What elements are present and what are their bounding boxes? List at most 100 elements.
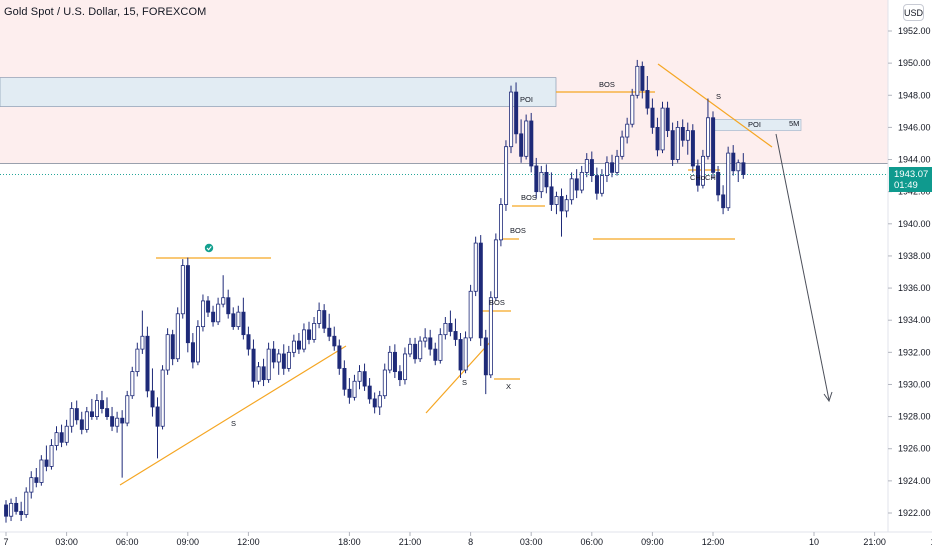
candle	[387, 345, 392, 374]
trendline-2	[425, 339, 493, 414]
candle	[589, 151, 594, 183]
candle-body	[95, 400, 100, 417]
candle-body	[175, 313, 180, 360]
candle	[443, 316, 448, 340]
candle-body	[670, 130, 675, 160]
candle	[74, 400, 79, 425]
bos-label-1: BOS	[599, 80, 615, 89]
candle-body	[726, 152, 731, 209]
candle-body	[367, 385, 372, 400]
candle	[211, 305, 216, 327]
candle-body	[211, 311, 216, 323]
currency-button[interactable]: USD	[903, 4, 924, 21]
chart-title: Gold Spot / U.S. Dollar, 15, FOREXCOM	[4, 6, 207, 18]
candle	[493, 233, 498, 301]
candle-body	[387, 351, 392, 371]
candle	[155, 397, 160, 459]
x-tick-label: 03:00	[55, 537, 78, 547]
candle-body	[372, 398, 377, 408]
candle	[337, 339, 342, 375]
candle	[569, 172, 574, 205]
candle	[190, 333, 195, 369]
y-tick-label: 1922.00	[898, 508, 931, 518]
candle-body	[286, 351, 291, 369]
candle-body	[145, 335, 150, 392]
candle	[655, 117, 660, 157]
candle	[322, 304, 327, 334]
candle	[579, 165, 584, 194]
candle-body	[438, 334, 443, 361]
candle	[635, 59, 640, 99]
candle-body	[685, 130, 690, 141]
y-tick-label: 1930.00	[898, 379, 931, 389]
candle-body	[120, 417, 125, 424]
candle	[246, 326, 251, 356]
candle-body	[428, 337, 433, 350]
candle-body	[322, 310, 327, 329]
candle-body	[74, 408, 79, 421]
candle-body	[433, 348, 438, 361]
candle-body	[569, 178, 574, 201]
candle	[382, 363, 387, 399]
candle-body	[337, 345, 342, 369]
candle-body	[256, 366, 261, 382]
candle	[251, 339, 256, 388]
candle-body	[665, 107, 670, 132]
candle	[392, 344, 397, 379]
last-price: 1943.07	[894, 169, 929, 180]
candle	[34, 468, 39, 488]
candle	[428, 329, 433, 356]
candle	[135, 342, 140, 377]
candle	[468, 284, 473, 342]
x-tick-label: 12:00	[702, 537, 725, 547]
candle	[362, 363, 367, 391]
y-tick-label: 1924.00	[898, 476, 931, 486]
candle-body	[327, 327, 332, 337]
candle-body	[39, 459, 44, 483]
descending-trendline	[657, 63, 773, 148]
y-tick-label: 1936.00	[898, 283, 931, 293]
candle-body	[190, 342, 195, 363]
candle-body	[721, 194, 726, 209]
candle	[504, 140, 509, 211]
candle	[100, 390, 105, 414]
candle-body	[195, 326, 200, 363]
candle-body	[49, 445, 54, 467]
candle-body	[504, 146, 509, 205]
candle-body	[332, 335, 337, 347]
candle	[44, 445, 49, 472]
candle	[54, 426, 59, 451]
candle-body	[554, 196, 559, 205]
candle-body	[226, 297, 231, 315]
candle	[39, 455, 44, 486]
candle-body	[19, 510, 24, 516]
candle	[95, 394, 100, 420]
candle	[150, 368, 155, 417]
candle-body	[317, 310, 322, 324]
candle-body	[403, 353, 408, 381]
candle-body	[79, 419, 84, 430]
timeframe-5m-label: 5M	[789, 119, 799, 128]
candle-body	[579, 171, 584, 191]
candle-body	[135, 348, 140, 373]
candle	[377, 390, 382, 415]
candle-body	[69, 408, 74, 427]
candle	[478, 235, 483, 346]
candle-body	[589, 159, 594, 177]
candle	[721, 185, 726, 215]
bos-label-2: BOS	[521, 193, 537, 202]
x-tick-label: 7	[3, 537, 8, 547]
candle	[650, 98, 655, 134]
candle	[645, 75, 650, 115]
candle-body	[706, 117, 711, 157]
candle-body	[408, 343, 413, 355]
candle	[498, 198, 503, 247]
candle-body	[347, 388, 352, 398]
candle	[544, 164, 549, 194]
candle-body	[276, 353, 281, 363]
projection-arrow	[775, 133, 830, 401]
candle	[312, 316, 317, 343]
candle-body	[473, 242, 478, 292]
candle-body	[29, 477, 34, 493]
